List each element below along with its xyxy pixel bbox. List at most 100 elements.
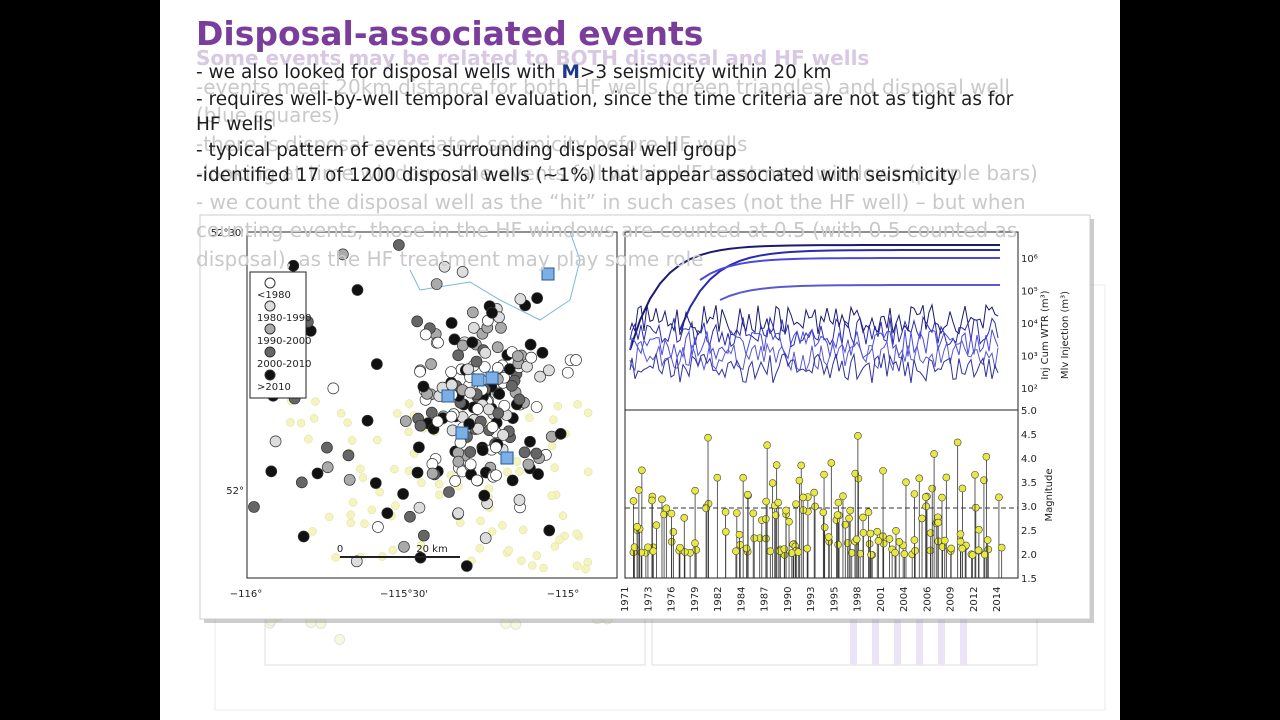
event-marker [649, 547, 658, 555]
event-marker [910, 536, 919, 544]
event-marker [895, 538, 904, 546]
faint-dot [476, 516, 485, 526]
event [518, 446, 531, 459]
faint-dot [404, 427, 413, 437]
faint-dot [487, 527, 497, 536]
faint-dot [555, 535, 564, 544]
top-axis-label: Mlv Injection (m³) [1060, 291, 1071, 379]
event-marker [851, 469, 860, 478]
faint-dot [347, 436, 357, 445]
event-marker [803, 544, 811, 553]
event [543, 524, 556, 537]
event [398, 540, 410, 553]
ghost-line: disposal), as the HF treatment may play … [196, 246, 704, 271]
faint-dot [558, 511, 568, 521]
event-marker [691, 539, 699, 547]
ghost-line: - we count the disposal well as the “hit… [196, 189, 1026, 214]
event-marker [630, 543, 639, 552]
event [417, 380, 430, 393]
event [342, 449, 355, 462]
faint-dot [503, 467, 512, 477]
top-tick: 10³ [1021, 352, 1038, 363]
faint-dot [517, 556, 526, 566]
event-marker [934, 518, 943, 527]
event-marker [797, 461, 806, 470]
mag-tick: 3.0 [1021, 502, 1037, 513]
event-marker [750, 534, 759, 543]
cumulative-line [719, 284, 1001, 301]
year-label: 1995 [829, 587, 840, 612]
event-marker [743, 490, 752, 499]
mag-tick: 4.5 [1021, 430, 1037, 441]
event-marker [648, 496, 656, 505]
faint-dot [547, 441, 557, 451]
top-tick: 10⁴ [1021, 319, 1038, 330]
mag-tick: 4.0 [1021, 454, 1037, 465]
faint-dot [331, 553, 340, 562]
event-marker [794, 548, 803, 556]
event [530, 401, 543, 413]
faint-dot [309, 414, 319, 423]
event-marker [911, 546, 919, 555]
event-marker [782, 506, 790, 515]
mag-tick: 3.5 [1021, 478, 1037, 489]
top-axis-label: Inj Cum WTR (m³) [1040, 290, 1051, 379]
event-marker [795, 476, 804, 485]
faint-dot [375, 487, 384, 497]
event-marker [766, 547, 775, 555]
event [351, 284, 364, 296]
event-marker [930, 450, 938, 458]
event-marker [864, 508, 873, 517]
event [506, 474, 519, 487]
map-boundary [409, 231, 581, 321]
year-label: 2001 [876, 587, 887, 612]
ghost-line: (blue squares) [196, 103, 340, 128]
scale-label: 20 km [416, 544, 447, 555]
ghost-dot [334, 633, 346, 645]
scale-label: 0 [337, 544, 343, 555]
disposal-well [441, 389, 455, 403]
lon-label: −115°30' [380, 589, 428, 600]
event-marker [721, 508, 730, 516]
event [524, 338, 537, 351]
event [432, 336, 444, 349]
event [417, 529, 430, 542]
event-marker [921, 493, 930, 501]
event-marker [735, 530, 744, 539]
year-label: 1990 [783, 587, 794, 612]
legend-dot [264, 323, 276, 335]
event [522, 458, 535, 471]
event-marker [658, 495, 666, 504]
year-label: 1987 [760, 587, 771, 612]
event [534, 370, 546, 383]
event [464, 386, 477, 399]
event-marker [713, 473, 722, 482]
event [399, 415, 412, 428]
event [464, 446, 477, 458]
faint-dot [532, 551, 542, 560]
faint-dot [553, 402, 563, 411]
event [561, 366, 574, 379]
event [443, 486, 455, 498]
faint-dot [547, 491, 556, 501]
event-marker [942, 473, 951, 482]
event-marker [629, 497, 638, 505]
event [445, 317, 458, 329]
event [350, 555, 363, 568]
event [497, 429, 509, 441]
faint-dot [518, 525, 528, 535]
faint-dot [539, 563, 548, 573]
faint-dot [390, 464, 399, 474]
event-marker [953, 438, 962, 447]
event-marker [940, 536, 949, 545]
event-marker [918, 514, 926, 523]
event [295, 476, 308, 489]
event-marker [846, 506, 854, 515]
event-marker [819, 508, 828, 517]
event [414, 419, 427, 432]
event-marker [900, 550, 909, 558]
disposal-well [471, 373, 485, 387]
faint-dot [504, 546, 513, 555]
event-marker [774, 498, 783, 507]
